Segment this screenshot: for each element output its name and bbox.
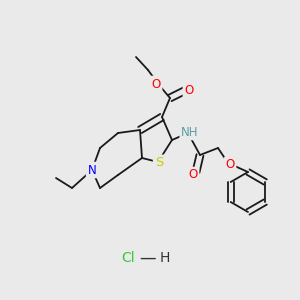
Text: O: O [184,83,194,97]
Text: N: N [88,164,96,176]
Text: NH: NH [181,125,199,139]
Text: —: — [140,249,156,267]
Text: O: O [152,77,160,91]
Text: Cl: Cl [121,251,135,265]
Text: H: H [160,251,170,265]
Text: O: O [188,169,198,182]
Text: O: O [225,158,235,172]
Text: S: S [155,157,163,169]
